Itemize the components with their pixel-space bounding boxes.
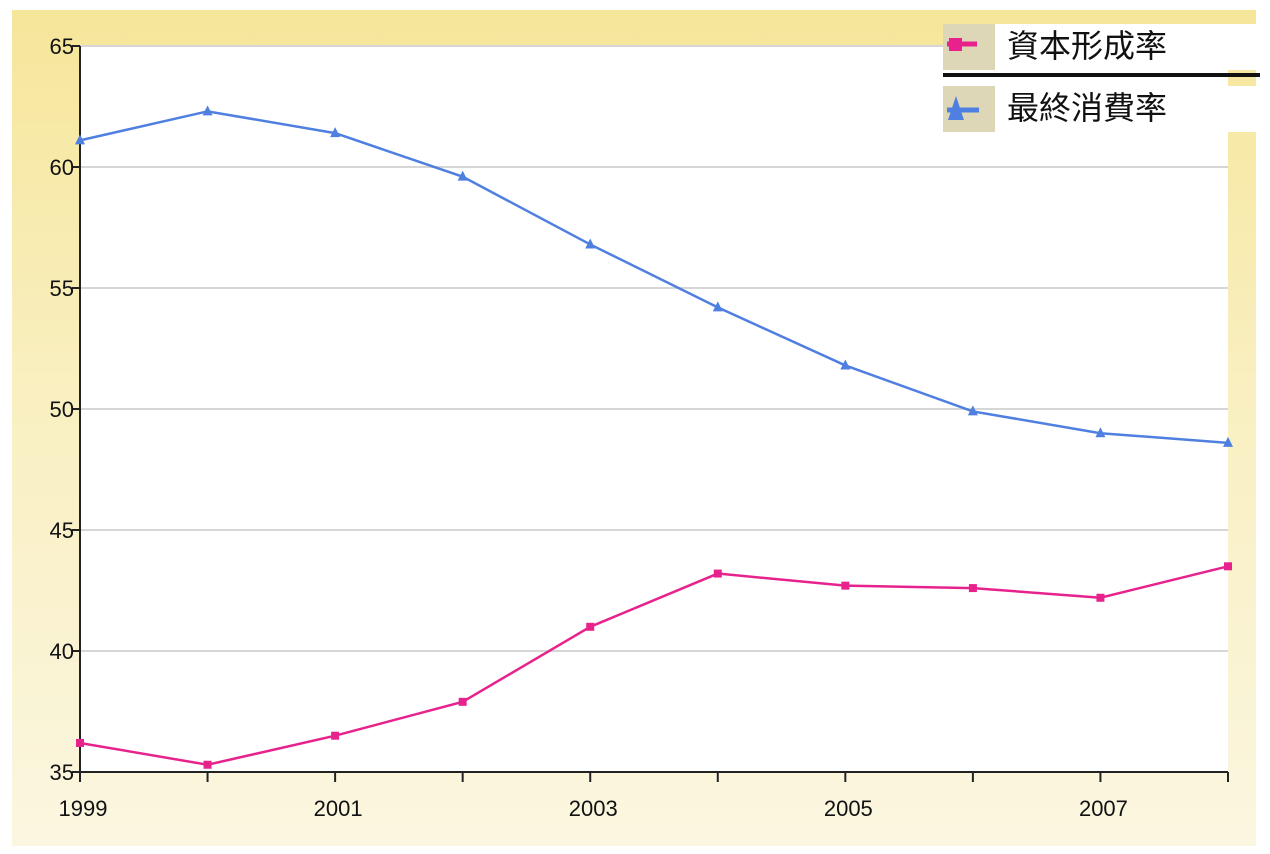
data-point-1-1 xyxy=(202,105,213,116)
data-point-1-6 xyxy=(840,359,851,370)
data-point-0-1 xyxy=(203,760,212,769)
data-point-0-4 xyxy=(586,622,595,631)
x-tick-label-1999: 1999 xyxy=(59,796,108,821)
legend: 資本形成率 最終消費率 xyxy=(943,24,1260,132)
data-point-0-5 xyxy=(713,569,722,578)
legend-label-capital-formation: 資本形成率 xyxy=(995,24,1260,70)
data-point-1-8 xyxy=(1095,427,1106,438)
data-point-0-9 xyxy=(1224,562,1232,571)
y-tick-label-60: 60 xyxy=(50,155,74,180)
data-point-1-7 xyxy=(967,405,978,416)
x-tick-label-2001: 2001 xyxy=(314,796,363,821)
y-tick-label-50: 50 xyxy=(50,397,74,422)
data-point-0-0 xyxy=(76,738,84,747)
data-point-1-0 xyxy=(75,134,85,145)
x-tick-label-2007: 2007 xyxy=(1079,796,1128,821)
legend-label-final-consumption: 最終消費率 xyxy=(995,86,1260,132)
legend-item-capital-formation: 資本形成率 xyxy=(943,24,1260,70)
data-point-0-2 xyxy=(331,731,340,740)
x-tick-label-2003: 2003 xyxy=(569,796,618,821)
y-tick-label-65: 65 xyxy=(50,34,74,59)
legend-swatch-final-consumption xyxy=(943,86,995,132)
data-point-1-2 xyxy=(330,127,341,138)
y-tick-label-35: 35 xyxy=(50,760,74,785)
x-tick-label-2005: 2005 xyxy=(824,796,873,821)
data-point-1-9 xyxy=(1223,436,1233,447)
legend-divider xyxy=(943,73,1260,77)
data-point-0-7 xyxy=(968,584,977,593)
data-point-0-6 xyxy=(841,581,850,590)
data-point-0-8 xyxy=(1096,593,1105,602)
y-tick-label-40: 40 xyxy=(50,639,74,664)
y-tick-label-45: 45 xyxy=(50,518,74,543)
legend-swatch-capital-formation xyxy=(943,24,995,70)
series-line-0 xyxy=(79,565,1229,767)
data-point-0-3 xyxy=(458,697,467,706)
series-line-1 xyxy=(79,110,1229,445)
data-point-1-5 xyxy=(712,301,723,312)
data-point-1-4 xyxy=(585,238,596,249)
y-tick-label-55: 55 xyxy=(50,276,74,301)
legend-item-final-consumption: 最終消費率 xyxy=(943,86,1260,132)
data-point-1-3 xyxy=(457,170,468,181)
